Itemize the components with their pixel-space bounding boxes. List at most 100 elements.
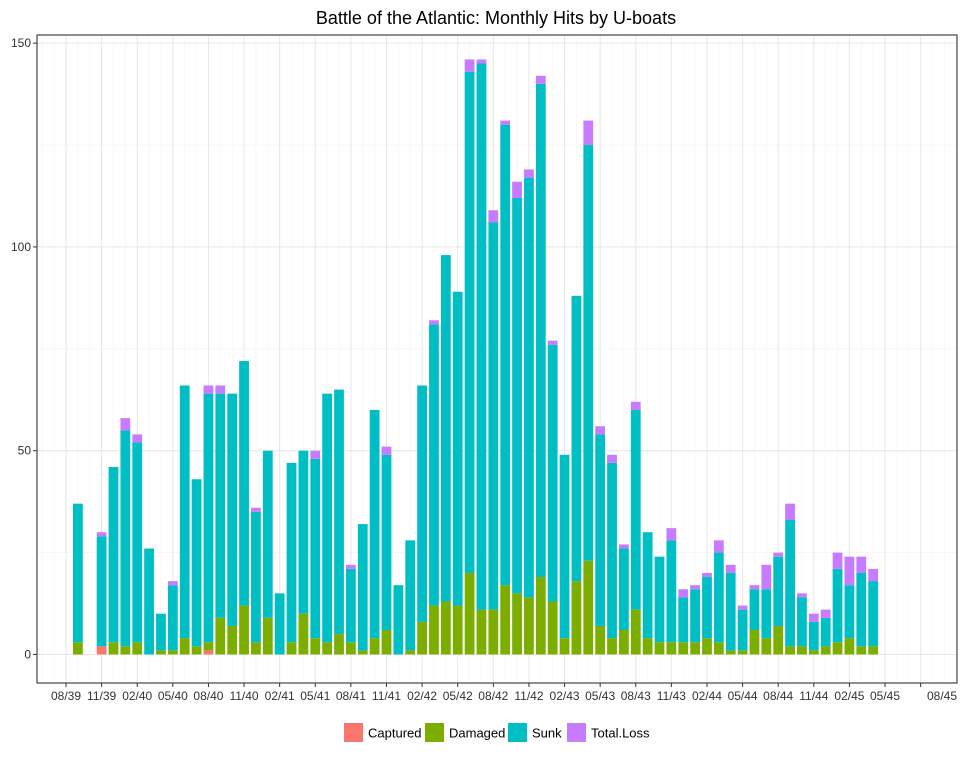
x-tick-label: 05/41 [300, 689, 330, 703]
bar-total-loss [856, 556, 867, 573]
axes: 0 50 100 150 08/39 11/39 02/40 05/40 08/40 11/40 0… [11, 34, 958, 703]
bar-damaged [476, 609, 487, 655]
bar-damaged [547, 601, 558, 655]
bar-total-loss [797, 593, 807, 598]
bar-damaged [666, 642, 677, 655]
bar-total-loss [488, 210, 499, 223]
bar-sunk [868, 581, 879, 647]
bar-damaged [357, 650, 368, 655]
bar-sunk [322, 393, 333, 643]
x-tick-label: 08/42 [478, 689, 508, 703]
bar-sunk [132, 442, 143, 643]
bar-total-loss [737, 605, 748, 610]
bar-sunk [630, 409, 641, 610]
bar-total-loss [690, 585, 701, 590]
bar-damaged [583, 560, 594, 655]
bar-damaged [702, 638, 712, 655]
bar-sunk [773, 556, 784, 626]
bar-damaged [429, 605, 439, 655]
bar-damaged [737, 650, 748, 655]
bar-total-loss [666, 528, 677, 541]
x-tick-label: 02/43 [550, 689, 580, 703]
bar-sunk [725, 572, 736, 651]
bar-damaged [832, 642, 843, 655]
bar-sunk [713, 552, 724, 643]
bar-sunk [678, 597, 689, 643]
bar-damaged [452, 605, 463, 655]
bar-sunk [547, 344, 558, 602]
bar-damaged [310, 638, 321, 655]
bar-damaged [797, 646, 807, 655]
bar-total-loss [868, 568, 879, 582]
legend-label: Captured [368, 726, 421, 741]
bar-sunk [452, 291, 463, 606]
bar-sunk [797, 597, 807, 647]
bar-sunk [381, 454, 392, 631]
bar-total-loss [583, 120, 594, 146]
bar-total-loss [832, 552, 843, 569]
bar-damaged [535, 577, 546, 655]
bar-total-loss [630, 401, 641, 410]
bar-damaged [464, 572, 475, 655]
bar-damaged [607, 638, 617, 655]
x-tick-label: 08/44 [763, 689, 793, 703]
bar-damaged [500, 585, 511, 655]
bar-damaged [690, 642, 701, 655]
bar-total-loss [618, 544, 629, 549]
x-tick-label: 11/42 [514, 689, 543, 703]
bar-total-loss [749, 585, 760, 590]
bar-sunk [156, 613, 166, 651]
bar-damaged [286, 642, 297, 655]
bar-sunk [262, 450, 273, 618]
bar-total-loss [120, 418, 131, 431]
bar-damaged [808, 650, 819, 655]
bar-total-loss [535, 75, 546, 84]
bar-damaged [595, 625, 606, 655]
legend-label: Damaged [449, 726, 505, 741]
bar-damaged [251, 642, 261, 655]
bar-sunk [535, 83, 546, 578]
bar-damaged [856, 646, 867, 655]
legend-swatch [343, 722, 364, 743]
bar-total-loss [678, 589, 689, 598]
x-tick-label: 05/42 [443, 689, 473, 703]
bar-total-loss [773, 552, 784, 557]
bar-total-loss [381, 446, 392, 455]
x-tick-label: 11/41 [372, 689, 401, 703]
bar-sunk [191, 479, 202, 647]
bar-sunk [108, 467, 119, 643]
bar-sunk [179, 385, 190, 639]
bar-damaged [203, 642, 214, 651]
y-tick-label: 100 [11, 240, 31, 254]
bar-damaged [488, 609, 499, 655]
x-tick-label: 11/40 [229, 689, 258, 703]
bar-damaged [405, 650, 416, 655]
bar-sunk [559, 454, 570, 639]
bar-total-loss [203, 385, 214, 394]
bar-total-loss [844, 556, 855, 586]
x-tick-label: 02/40 [122, 689, 152, 703]
bar-total-loss [512, 181, 522, 199]
bar-total-loss [702, 572, 712, 578]
bar-damaged [369, 638, 380, 655]
bar-sunk [654, 556, 665, 643]
bar-damaged [239, 605, 249, 655]
bar-damaged [179, 638, 190, 655]
bar-total-loss [429, 320, 439, 325]
bar-damaged [773, 625, 784, 655]
bar-damaged [618, 630, 629, 655]
bar-damaged [345, 642, 356, 655]
bar-sunk [417, 385, 427, 622]
bar-sunk [251, 511, 261, 643]
bar-sunk [215, 393, 226, 618]
bar-damaged [322, 642, 333, 655]
bar-sunk [524, 177, 534, 598]
bar-damaged [749, 630, 760, 655]
x-tick-label: 02/41 [265, 689, 295, 703]
x-tick-label: 05/45 [870, 689, 900, 703]
bar-damaged [108, 642, 119, 655]
bar-damaged [298, 613, 309, 655]
bar-damaged [820, 646, 831, 655]
bar-damaged [630, 609, 641, 655]
